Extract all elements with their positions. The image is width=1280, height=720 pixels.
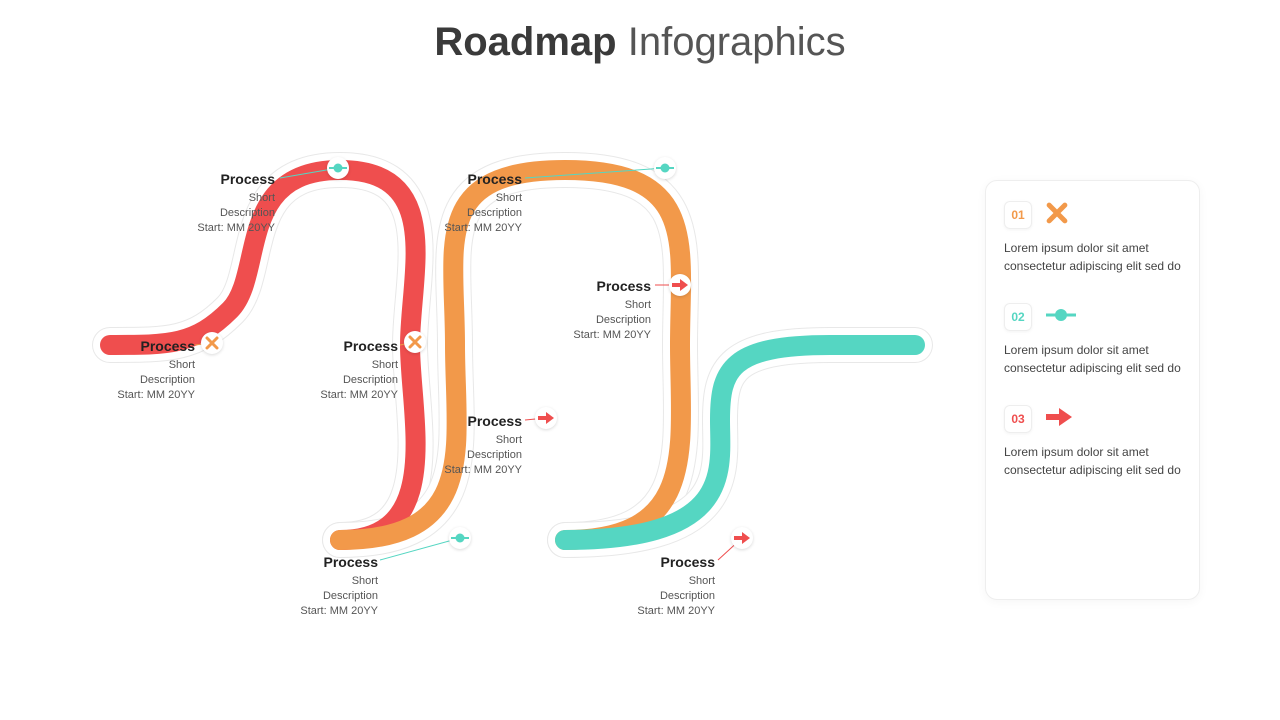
legend-panel: 01 Lorem ipsum dolor sit amet consectetur… — [985, 180, 1200, 600]
milestone-title: Process — [228, 554, 378, 570]
milestone-line: Short — [228, 574, 378, 589]
legend-icon — [1046, 308, 1076, 327]
arrow-icon — [1046, 408, 1072, 426]
milestone-line: Short — [45, 358, 195, 373]
milestone-line: Start: MM 20YY — [372, 221, 522, 236]
milestone-title: Process — [45, 338, 195, 354]
roadmap-marker-x — [201, 332, 223, 354]
roadmap-marker-dot — [327, 157, 349, 179]
milestone: Process ShortDescriptionStart: MM 20YY — [565, 554, 715, 619]
milestone: Process ShortDescriptionStart: MM 20YY — [125, 171, 275, 236]
milestone: Process ShortDescriptionStart: MM 20YY — [228, 554, 378, 619]
x-icon — [1046, 202, 1068, 224]
dot-icon — [1046, 308, 1076, 322]
milestone-line: Start: MM 20YY — [565, 604, 715, 619]
milestone: Process ShortDescriptionStart: MM 20YY — [248, 338, 398, 403]
milestone-line: Description — [125, 206, 275, 221]
roadmap-marker-dot — [449, 527, 471, 549]
milestone-line: Short — [248, 358, 398, 373]
roadmap-marker-arrow — [535, 407, 557, 429]
milestone-line: Description — [372, 206, 522, 221]
milestone-title: Process — [501, 278, 651, 294]
milestone-line: Short — [372, 191, 522, 206]
legend-text: Lorem ipsum dolor sit amet consectetur a… — [1004, 239, 1181, 275]
milestone-line: Description — [248, 373, 398, 388]
milestone-title: Process — [372, 171, 522, 187]
milestone: Process ShortDescriptionStart: MM 20YY — [501, 278, 651, 343]
legend-icon — [1046, 202, 1068, 229]
milestone-line: Description — [372, 448, 522, 463]
roadmap-marker-arrow — [731, 527, 753, 549]
milestone-line: Short — [125, 191, 275, 206]
milestone-line: Start: MM 20YY — [228, 604, 378, 619]
milestone-line: Start: MM 20YY — [45, 388, 195, 403]
milestone-line: Short — [501, 298, 651, 313]
milestone-line: Description — [45, 373, 195, 388]
milestone-line: Short — [372, 433, 522, 448]
legend-icon — [1046, 408, 1072, 431]
legend-item: 03 Lorem ipsum dolor sit amet consectetur… — [1004, 405, 1181, 479]
legend-item: 01 Lorem ipsum dolor sit amet consectetur… — [1004, 201, 1181, 275]
milestone: Process ShortDescriptionStart: MM 20YY — [372, 413, 522, 478]
milestone-title: Process — [565, 554, 715, 570]
milestone-line: Description — [565, 589, 715, 604]
milestone-title: Process — [248, 338, 398, 354]
milestone: Process ShortDescriptionStart: MM 20YY — [372, 171, 522, 236]
legend-number-badge: 02 — [1004, 303, 1032, 331]
milestone-line: Description — [501, 313, 651, 328]
legend-number-badge: 01 — [1004, 201, 1032, 229]
milestone-line: Start: MM 20YY — [372, 463, 522, 478]
milestone-line: Start: MM 20YY — [125, 221, 275, 236]
milestone-line: Start: MM 20YY — [248, 388, 398, 403]
milestone-line: Description — [228, 589, 378, 604]
legend-item: 02 Lorem ipsum dolor sit amet consectetur… — [1004, 303, 1181, 377]
page: Roadmap Infographics ProcessShortDescrip… — [0, 0, 1280, 720]
roadmap-marker-arrow — [669, 274, 691, 296]
legend-text: Lorem ipsum dolor sit amet consectetur a… — [1004, 341, 1181, 377]
roadmap-marker-dot — [654, 157, 676, 179]
milestone-title: Process — [372, 413, 522, 429]
roadmap-marker-x — [404, 331, 426, 353]
milestone-title: Process — [125, 171, 275, 187]
milestone-line: Short — [565, 574, 715, 589]
legend-text: Lorem ipsum dolor sit amet consectetur a… — [1004, 443, 1181, 479]
legend-number-badge: 03 — [1004, 405, 1032, 433]
milestone: Process ShortDescriptionStart: MM 20YY — [45, 338, 195, 403]
milestone-line: Start: MM 20YY — [501, 328, 651, 343]
